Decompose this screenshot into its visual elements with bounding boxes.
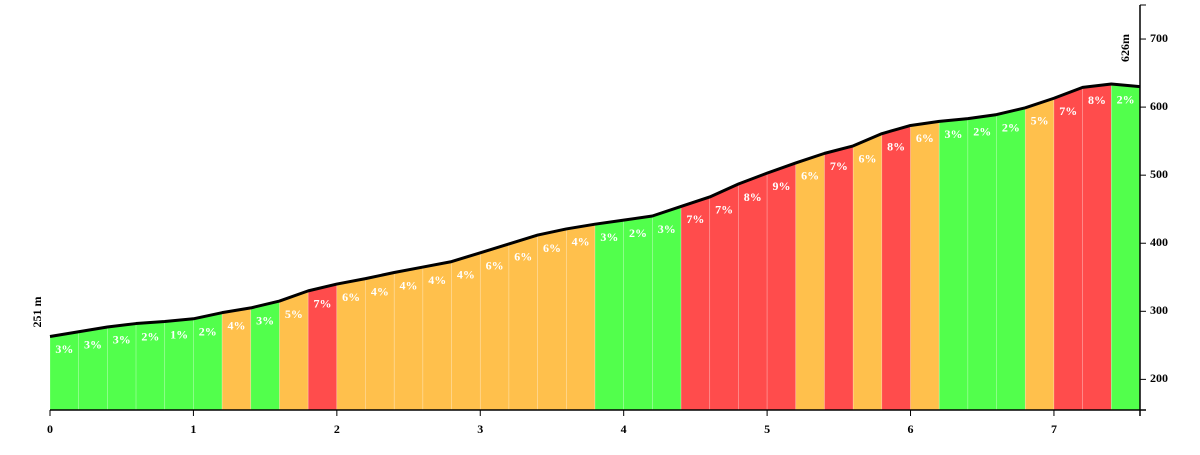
grade-label: 7% (715, 203, 733, 217)
grade-segment (566, 223, 596, 411)
grade-segment (852, 133, 883, 411)
y-tick-label: 300 (1150, 303, 1168, 317)
grade-segment (795, 152, 825, 411)
grade-label: 6% (543, 241, 561, 255)
grade-label: 7% (686, 212, 704, 226)
grade-label: 3% (113, 333, 131, 347)
grade-segment (1024, 97, 1055, 411)
grade-label: 4% (572, 235, 590, 249)
y-tick-label: 400 (1150, 235, 1168, 249)
grade-segment (881, 125, 911, 411)
grade-label: 4% (400, 278, 418, 292)
x-tick-label: 6 (908, 422, 914, 436)
y-tick-label: 200 (1150, 371, 1168, 385)
grade-segment (938, 118, 969, 411)
grade-label: 6% (801, 169, 819, 183)
x-tick-label: 4 (621, 422, 627, 436)
grade-label: 2% (199, 325, 217, 339)
grade-segment (967, 114, 997, 411)
grade-segment (1053, 86, 1083, 411)
grade-label: 8% (1088, 93, 1106, 107)
grade-label: 7% (830, 159, 848, 173)
y-tick-label: 500 (1150, 167, 1168, 181)
grade-segment (766, 162, 797, 411)
grade-segment (623, 215, 653, 411)
grade-segment (1111, 83, 1141, 411)
grade-segment (910, 121, 940, 411)
grade-label: 2% (973, 124, 991, 138)
x-tick-label: 1 (190, 422, 196, 436)
x-tick-label: 2 (334, 422, 340, 436)
grade-label: 3% (600, 230, 618, 244)
grade-label: 6% (916, 131, 934, 145)
grade-label: 2% (1117, 92, 1135, 106)
grade-label: 4% (227, 318, 245, 332)
grade-label: 9% (772, 179, 790, 193)
x-tick-label: 7 (1051, 422, 1057, 436)
x-tick-label: 5 (764, 422, 770, 436)
y-tick-label: 700 (1150, 31, 1168, 45)
grade-label: 3% (256, 314, 274, 328)
x-tick-label: 3 (477, 422, 483, 436)
grade-label: 2% (1002, 120, 1020, 134)
grade-label: 4% (371, 284, 389, 298)
grade-segment (680, 196, 711, 411)
grade-segment (594, 219, 624, 411)
grade-label: 3% (84, 337, 102, 351)
grade-segment (652, 206, 682, 411)
grade-label: 8% (887, 139, 905, 153)
grade-label: 7% (314, 297, 332, 311)
grade-segment (996, 107, 1026, 411)
grade-label: 3% (945, 127, 963, 141)
grade-label: 5% (1031, 114, 1049, 128)
x-tick-label: 0 (47, 422, 53, 436)
grade-label: 7% (1059, 104, 1077, 118)
end-elevation: 626m (1118, 34, 1132, 62)
grade-label: 3% (55, 342, 73, 356)
grade-label: 6% (342, 290, 360, 304)
grade-label: 8% (744, 190, 762, 204)
elevation-line (49, 82, 1141, 338)
y-tick-label: 600 (1150, 99, 1168, 113)
grade-label: 2% (629, 226, 647, 240)
grade-label: 6% (486, 259, 504, 273)
grade-label: 2% (141, 329, 159, 343)
grade-label: 5% (285, 307, 303, 321)
grade-label: 6% (514, 250, 532, 264)
grade-segment (738, 172, 768, 411)
grade-segment (1082, 83, 1112, 411)
grade-segment (709, 183, 739, 411)
grade-label: 1% (170, 327, 188, 341)
grade-label: 6% (859, 152, 877, 166)
grade-label: 4% (428, 273, 446, 287)
grade-label: 3% (658, 222, 676, 236)
grade-segment (824, 145, 854, 411)
grade-segment (537, 228, 567, 411)
grade-label: 4% (457, 267, 475, 281)
start-elevation: 251 m (30, 297, 44, 328)
